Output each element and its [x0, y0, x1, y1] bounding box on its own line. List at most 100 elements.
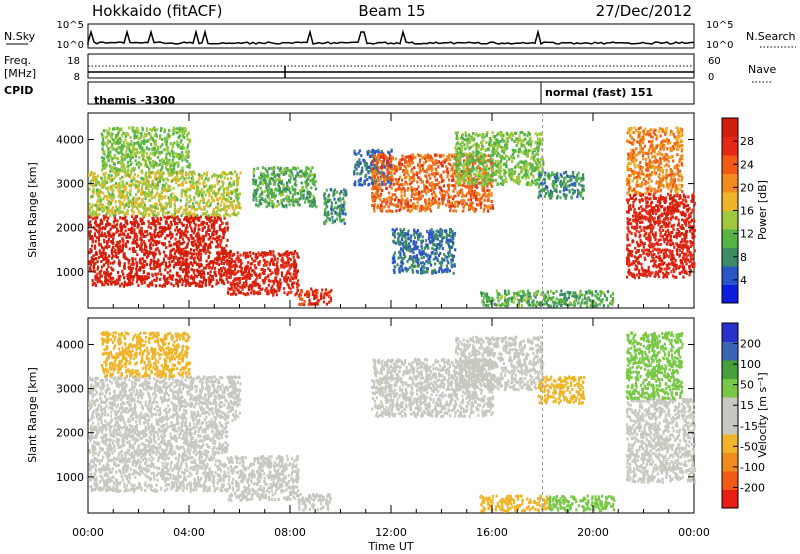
- data-cell: [467, 186, 470, 190]
- data-cell: [116, 132, 119, 136]
- data-cell: [128, 126, 131, 130]
- data-cell: [126, 144, 129, 148]
- data-cell: [317, 299, 320, 303]
- data-cell: [136, 180, 139, 183]
- data-cell: [166, 149, 169, 153]
- data-cell: [327, 213, 330, 216]
- data-cell: [216, 251, 219, 255]
- data-cell: [98, 249, 101, 253]
- data-cell: [176, 210, 179, 214]
- data-cell: [101, 160, 104, 164]
- data-cell: [202, 271, 205, 275]
- data-cell: [315, 205, 318, 209]
- data-cell: [187, 275, 190, 279]
- data-cell: [145, 132, 148, 136]
- data-cell: [313, 203, 316, 206]
- data-cell: [267, 176, 270, 180]
- data-cell: [195, 252, 198, 256]
- data-cell: [257, 292, 260, 296]
- data-cell: [100, 132, 103, 136]
- data-cell: [149, 266, 152, 270]
- data-cell: [200, 252, 203, 256]
- data-cell: [263, 261, 267, 265]
- data-cell: [388, 156, 391, 160]
- data-cell: [184, 203, 187, 207]
- data-cell: [105, 194, 108, 198]
- data-cell: [263, 190, 266, 194]
- data-cell: [320, 292, 323, 296]
- data-cell: [425, 185, 428, 189]
- data-cell: [375, 191, 378, 195]
- data-cell: [126, 232, 130, 236]
- data-cell: [219, 196, 222, 200]
- data-cell: [228, 260, 231, 263]
- data-cell: [296, 285, 299, 289]
- data-cell: [178, 183, 181, 187]
- data-cell: [434, 172, 437, 176]
- data-cell: [184, 158, 187, 162]
- data-cell: [107, 222, 110, 226]
- data-cell: [304, 180, 307, 184]
- data-cell: [186, 270, 189, 274]
- data-cell: [126, 147, 129, 151]
- data-cell: [220, 251, 223, 255]
- data-cell: [151, 238, 154, 242]
- data-cell: [172, 196, 175, 200]
- data-cell: [96, 230, 99, 234]
- station-title: Hokkaido (fitACF): [92, 2, 223, 20]
- data-cell: [271, 205, 274, 209]
- data-cell: [391, 193, 394, 197]
- data-cell: [162, 171, 165, 175]
- data-cell: [372, 169, 376, 173]
- data-cell: [171, 232, 174, 236]
- data-cell: [139, 205, 142, 208]
- data-cell: [131, 215, 134, 218]
- data-cell: [105, 272, 108, 276]
- data-cell: [229, 281, 232, 285]
- data-cell: [88, 250, 91, 254]
- data-cell: [147, 156, 150, 160]
- data-cell: [246, 251, 249, 255]
- data-cell: [120, 228, 123, 232]
- data-cell: [159, 145, 162, 149]
- data-cell: [128, 272, 131, 276]
- data-cell: [95, 213, 98, 217]
- data-cell: [200, 269, 203, 273]
- data-cell: [233, 252, 236, 256]
- data-cell: [382, 153, 385, 157]
- data-cell: [160, 272, 163, 276]
- data-cell: [131, 247, 135, 251]
- data-cell: [261, 271, 264, 275]
- data-cell: [366, 152, 369, 156]
- data-cell: [113, 232, 116, 236]
- data-cell: [160, 168, 163, 172]
- data-cell: [309, 199, 313, 203]
- data-cell: [181, 146, 184, 150]
- data-cell: [196, 184, 199, 188]
- data-cell: [145, 277, 148, 281]
- data-cell: [155, 247, 158, 251]
- data-cell: [401, 183, 404, 187]
- data-cell: [236, 255, 239, 259]
- data-cell: [175, 131, 179, 135]
- data-cell: [213, 226, 216, 230]
- data-cell: [475, 194, 478, 198]
- data-cell: [261, 267, 264, 271]
- data-cell: [374, 198, 377, 202]
- data-cell: [162, 242, 165, 246]
- data-cell: [107, 265, 110, 269]
- data-cell: [110, 266, 113, 270]
- data-cell: [294, 260, 297, 264]
- data-cell: [177, 240, 180, 244]
- data-cell: [306, 167, 309, 171]
- data-cell: [299, 293, 303, 297]
- data-cell: [353, 151, 356, 155]
- data-cell: [198, 206, 201, 210]
- data-cell: [127, 228, 130, 231]
- data-cell: [235, 213, 238, 217]
- data-cell: [111, 166, 115, 170]
- cpid-label: CPID: [4, 84, 33, 97]
- data-cell: [231, 202, 234, 206]
- data-cell: [426, 178, 429, 182]
- data-cell: [220, 193, 223, 197]
